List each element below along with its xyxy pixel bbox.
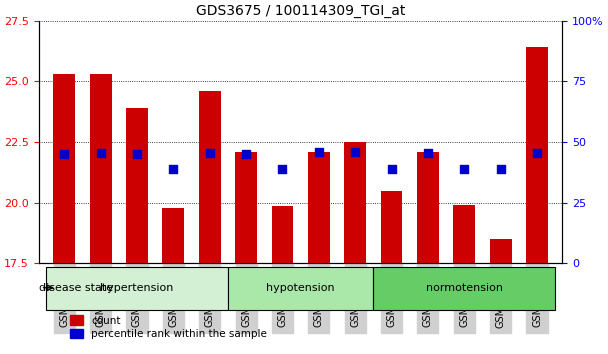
Point	[314, 149, 323, 155]
Bar	[90, 74, 111, 263]
Title: GDS3675 / 100114309_TGI_at: GDS3675 / 100114309_TGI_at	[196, 4, 406, 18]
Point	[168, 166, 178, 172]
Bar	[126, 108, 148, 263]
Point	[241, 152, 251, 157]
Text: disease state: disease state	[39, 283, 113, 293]
Bar	[490, 239, 511, 263]
Bar	[308, 152, 330, 263]
Bar	[54, 74, 75, 263]
Point	[350, 149, 360, 155]
Bar	[235, 152, 257, 263]
Text: hypotension: hypotension	[266, 283, 335, 293]
Bar	[162, 207, 184, 263]
Legend: count, percentile rank within the sample: count, percentile rank within the sample	[70, 315, 267, 339]
Point	[387, 166, 396, 172]
FancyBboxPatch shape	[228, 267, 373, 310]
Text: normotension: normotension	[426, 283, 503, 293]
Bar	[344, 142, 366, 263]
Bar	[454, 205, 475, 263]
Point	[460, 166, 469, 172]
Point	[496, 166, 505, 172]
Point	[532, 150, 542, 156]
Point	[205, 150, 215, 156]
Text: hypertension: hypertension	[100, 283, 174, 293]
Bar	[526, 47, 548, 263]
FancyBboxPatch shape	[46, 267, 228, 310]
FancyBboxPatch shape	[373, 267, 555, 310]
Bar	[417, 152, 439, 263]
Bar	[199, 91, 221, 263]
Point	[278, 166, 288, 172]
Bar	[272, 206, 293, 263]
Bar	[381, 190, 402, 263]
Point	[132, 152, 142, 157]
Point	[95, 150, 105, 156]
Point	[60, 152, 69, 157]
Point	[423, 150, 433, 156]
